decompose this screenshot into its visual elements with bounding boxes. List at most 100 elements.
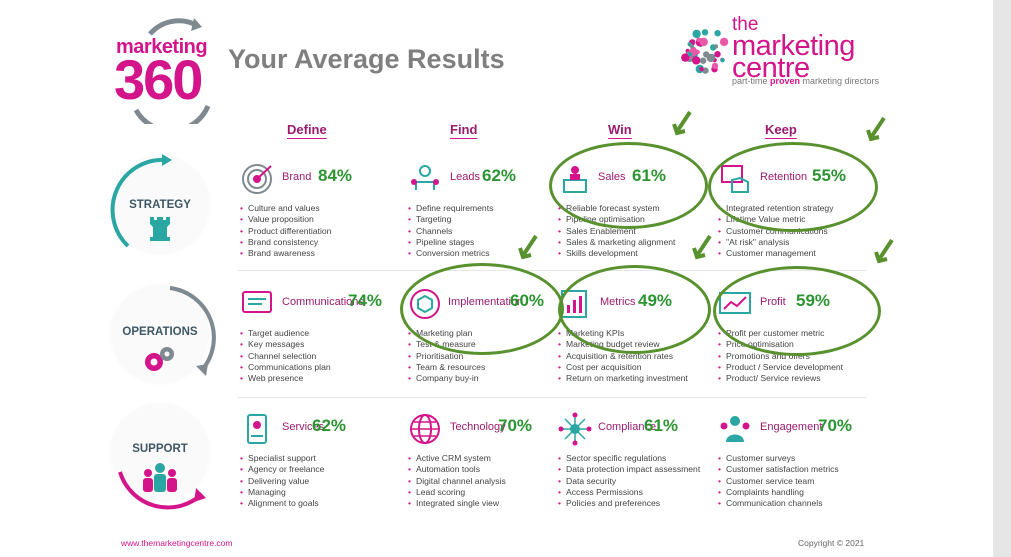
compliance-bullet-list: Sector specific regulationsData protecti…: [558, 453, 700, 510]
strategy-arc-icon: [110, 154, 172, 248]
bullet-item: Agency or freelance: [240, 464, 324, 476]
technology-icon: [410, 414, 440, 444]
page-title: Your Average Results: [228, 44, 505, 74]
compliance-score: 61%: [644, 416, 679, 435]
bullet-item: Product/ Service reviews: [718, 373, 843, 385]
bullet-item: Automation tools: [408, 464, 506, 476]
bullet-item: Team & resources: [408, 362, 485, 374]
bullet-item: Product / Service development: [718, 362, 843, 374]
bullet-item: Value proposition: [240, 214, 331, 226]
row-separator: [238, 397, 866, 398]
bullet-item: Brand consistency: [240, 237, 331, 249]
bullet-item: Access Permissions: [558, 487, 700, 499]
bullet-item: Data security: [558, 476, 700, 488]
compliance-label: Compliance: [598, 421, 657, 433]
services-score: 62%: [312, 416, 347, 435]
compliance-icon: [558, 412, 592, 446]
bullet-item: Skills development: [558, 248, 675, 260]
communications-score: 74%: [348, 291, 383, 310]
bullet-item: Conversion metrics: [408, 248, 493, 260]
footer-url[interactable]: www.themarketingcentre.com: [121, 538, 233, 548]
leads-bullet-list: Define requirementsTargetingChannelsPipe…: [408, 203, 493, 260]
bullet-item: Customer service team: [718, 476, 839, 488]
bullet-item: Policies and preferences: [558, 498, 700, 510]
communications-bullet-list: Target audienceKey messagesChannel selec…: [240, 328, 331, 385]
target-icon: [242, 164, 272, 194]
bullet-item: Managing: [240, 487, 324, 499]
bullet-item: Delivering value: [240, 476, 324, 488]
arrow-icon: [874, 238, 894, 264]
dots-logo-icon: [681, 29, 729, 74]
bullet-item: Communication channels: [718, 498, 839, 510]
bullet-item: Customer management: [718, 248, 834, 260]
logo-word-centre: centre: [732, 52, 810, 84]
bullet-item: Pipeline stages: [408, 237, 493, 249]
bullet-item: Specialist support: [240, 453, 324, 465]
bullet-item: Sales Enablement: [558, 226, 675, 238]
column-header-keep: Keep: [765, 122, 797, 137]
highlight-ring-profit: [713, 266, 881, 356]
engagement-icon: [720, 416, 750, 442]
bullet-item: Promotions and offers: [718, 351, 843, 363]
operations-arc-icon: [169, 286, 216, 376]
bullet-item: Sales & marketing alignment: [558, 237, 675, 249]
bullet-item: Target audience: [240, 328, 331, 340]
arrow-icon: [692, 234, 712, 260]
technology-score: 70%: [498, 416, 533, 435]
bullet-item: Culture and values: [240, 203, 331, 215]
bullet-item: Cost per acquisition: [558, 362, 688, 374]
logo-tagline: part-time proven marketing directors: [732, 76, 880, 86]
bullet-item: Complaints handling: [718, 487, 839, 499]
engagement-label: Engagement: [760, 421, 823, 433]
bullet-item: Customer satisfaction metrics: [718, 464, 839, 476]
column-header-win: Win: [608, 122, 632, 137]
chess-rook-icon: [150, 217, 170, 241]
row-label-strategy: STRATEGY: [129, 199, 191, 211]
brand-bullet-list: Culture and valuesValue propositionProdu…: [240, 203, 331, 260]
bullet-item: Lead scoring: [408, 487, 506, 499]
engagement-score: 70%: [818, 416, 853, 435]
technology-bullet-list: Active CRM systemAutomation toolsDigital…: [408, 453, 506, 510]
brand-score: 84%: [318, 166, 353, 185]
bullet-item: Active CRM system: [408, 453, 506, 465]
bullet-item: Define requirements: [408, 203, 493, 215]
bullet-item: Return on marketing investment: [558, 373, 688, 385]
highlight-ring-sales: [549, 142, 708, 229]
technology-label: Technology: [450, 421, 506, 433]
bullet-item: Integrated single view: [408, 498, 506, 510]
marketing-360-logo: marketing 360: [110, 12, 220, 124]
column-header-define: Define: [287, 122, 327, 137]
highlight-ring-retention: [708, 142, 878, 232]
communications-label: Communications: [282, 296, 364, 308]
bullet-item: Product differentiation: [240, 226, 331, 238]
column-header-find: Find: [450, 122, 478, 137]
bullet-item: Targeting: [408, 214, 493, 226]
bullet-item: Data protection impact assessment: [558, 464, 700, 476]
bullet-item: Prioritisation: [408, 351, 485, 363]
bullet-item: Company buy-in: [408, 373, 485, 385]
row-separator: [238, 270, 866, 271]
leads-icon: [411, 165, 439, 190]
logo-word-marketing: marketing: [732, 30, 855, 62]
row-label-support: SUPPORT: [132, 443, 188, 455]
right-edge-strip: [993, 0, 1011, 557]
brand-label: Brand: [282, 171, 312, 183]
leads-score: 62%: [482, 166, 517, 185]
gears-icon: [145, 347, 174, 371]
arrow-icon: [672, 110, 692, 136]
team-icon: [143, 463, 177, 492]
bullet-item: Channels: [408, 226, 493, 238]
bullet-item: Channel selection: [240, 351, 331, 363]
bullet-item: Web presence: [240, 373, 331, 385]
highlight-ring-implementation: [400, 263, 564, 355]
the-marketing-centre-logo: the marketing centre part-time proven ma…: [678, 14, 880, 89]
bullet-item: Alignment to goals: [240, 498, 324, 510]
bullet-item: Brand awareness: [240, 248, 331, 260]
highlight-ring-metrics: [558, 265, 711, 354]
